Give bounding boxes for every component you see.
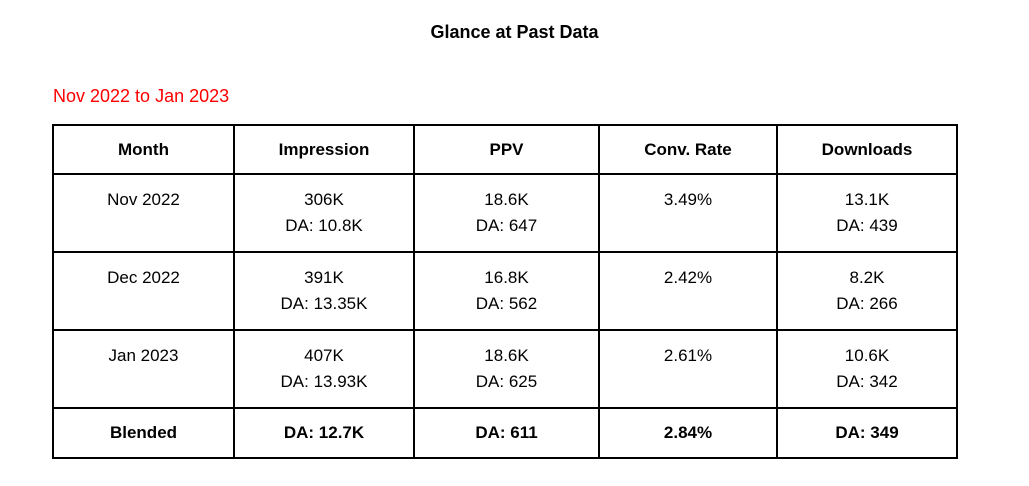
impression-da-value: DA: 13.93K — [280, 372, 368, 391]
downloads-cell: 8.2K DA: 266 — [776, 251, 958, 331]
column-header-impression: Impression — [233, 124, 415, 175]
ppv-value: 18.6K — [484, 346, 529, 365]
blended-downloads-cell: DA: 349 — [776, 407, 958, 459]
conv-rate-cell: 2.42% — [598, 251, 778, 331]
downloads-cell: 10.6K DA: 342 — [776, 329, 958, 409]
impression-value: 391K — [304, 268, 344, 287]
blended-impression-cell: DA: 12.7K — [233, 407, 415, 459]
impression-value: 306K — [304, 190, 344, 209]
downloads-cell: 13.1K DA: 439 — [776, 173, 958, 253]
ppv-da-value: DA: 562 — [475, 294, 538, 313]
impression-da-value: DA: 13.35K — [280, 294, 368, 313]
column-header-conv-rate: Conv. Rate — [598, 124, 778, 175]
downloads-value: 13.1K — [844, 190, 890, 209]
impression-da-value: DA: 10.8K — [285, 216, 363, 235]
blended-ppv-cell: DA: 611 — [413, 407, 600, 459]
table-row-blended: Blended DA: 12.7K DA: 611 2.84% DA: 349 — [52, 407, 958, 459]
downloads-da-value: DA: 439 — [836, 216, 898, 235]
ppv-value: 18.6K — [484, 190, 529, 209]
page-title: Glance at Past Data — [430, 22, 599, 42]
ppv-cell: 18.6K DA: 647 — [413, 173, 600, 253]
column-header-downloads: Downloads — [776, 124, 958, 175]
impression-cell: 407K DA: 13.93K — [233, 329, 415, 409]
ppv-da-value: DA: 647 — [475, 216, 538, 235]
impression-value: 407K — [304, 346, 344, 365]
table-row-nov-2022: Nov 2022 306K DA: 10.8K 18.6K DA: 647 3.… — [52, 173, 958, 253]
month-cell: Dec 2022 — [52, 251, 235, 331]
column-header-ppv: PPV — [413, 124, 600, 175]
blended-label-cell: Blended — [52, 407, 235, 459]
ppv-cell: 18.6K DA: 625 — [413, 329, 600, 409]
blended-conv-rate-cell: 2.84% — [598, 407, 778, 459]
conv-rate-cell: 2.61% — [598, 329, 778, 409]
downloads-value: 8.2K — [849, 268, 885, 287]
impression-cell: 306K DA: 10.8K — [233, 173, 415, 253]
past-data-table: Month Impression PPV Conv. Rate Download… — [52, 124, 958, 459]
month-cell: Jan 2023 — [52, 329, 235, 409]
ppv-value: 16.8K — [484, 268, 529, 287]
table-header-row: Month Impression PPV Conv. Rate Download… — [52, 124, 958, 175]
column-header-month: Month — [52, 124, 235, 175]
table-row-jan-2023: Jan 2023 407K DA: 13.93K 18.6K DA: 625 2… — [52, 329, 958, 409]
impression-cell: 391K DA: 13.35K — [233, 251, 415, 331]
downloads-value: 10.6K — [844, 346, 890, 365]
downloads-da-value: DA: 342 — [836, 372, 898, 391]
date-range-label: Nov 2022 to Jan 2023 — [53, 86, 230, 106]
conv-rate-cell: 3.49% — [598, 173, 778, 253]
ppv-cell: 16.8K DA: 562 — [413, 251, 600, 331]
month-cell: Nov 2022 — [52, 173, 235, 253]
downloads-da-value: DA: 266 — [836, 294, 898, 313]
ppv-da-value: DA: 625 — [475, 372, 538, 391]
table-row-dec-2022: Dec 2022 391K DA: 13.35K 16.8K DA: 562 2… — [52, 251, 958, 331]
